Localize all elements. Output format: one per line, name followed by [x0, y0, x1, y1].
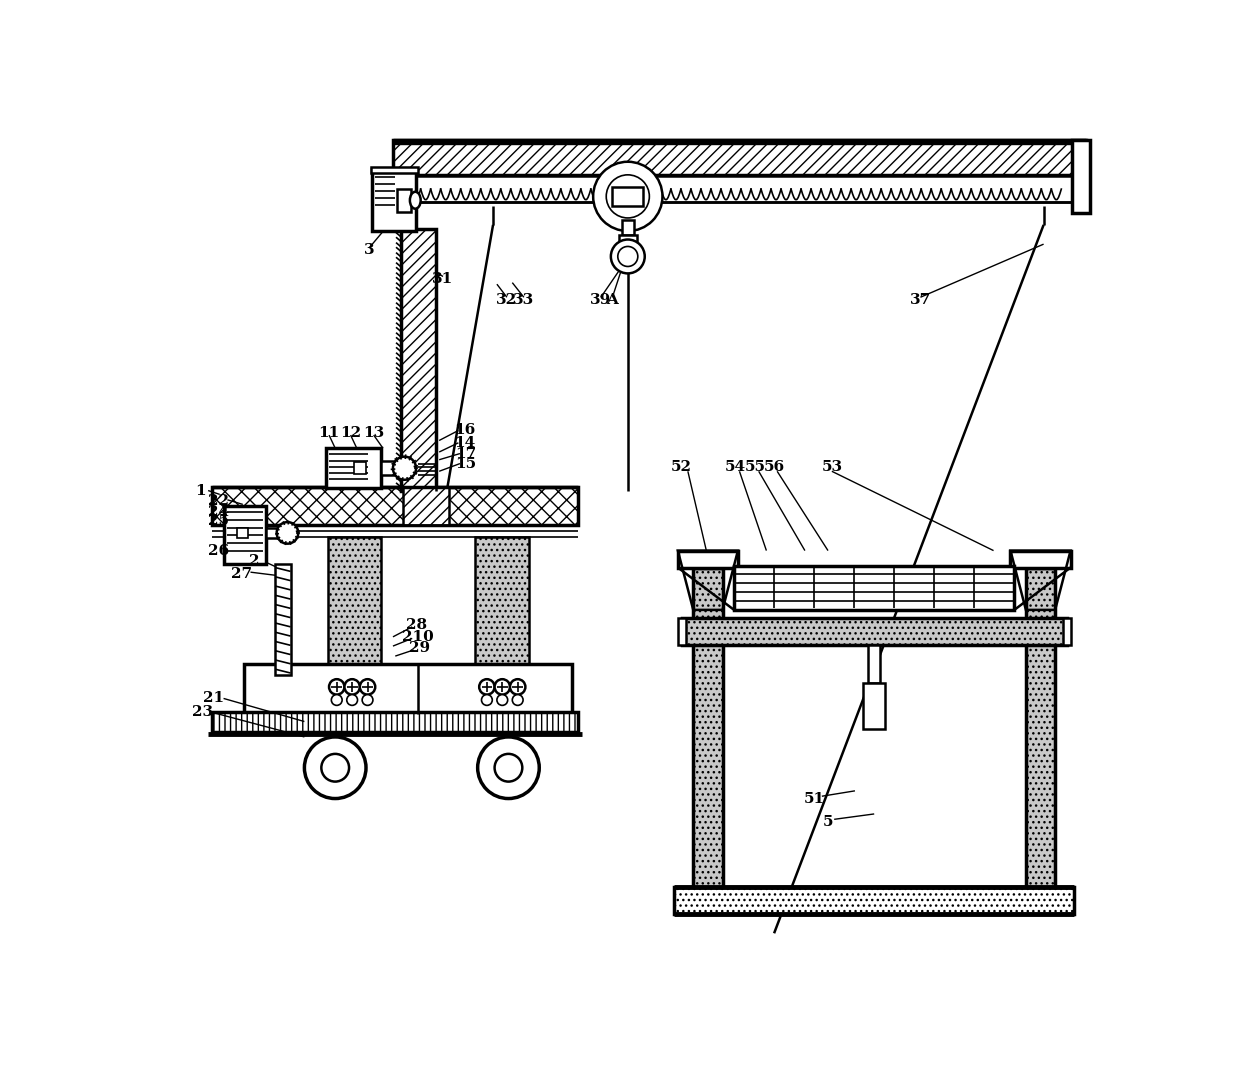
Text: 11: 11: [319, 426, 340, 440]
Circle shape: [510, 680, 526, 695]
Bar: [693, 567, 723, 910]
Bar: [613, 188, 644, 206]
Text: 53: 53: [821, 461, 842, 475]
Text: 29: 29: [409, 641, 430, 655]
Text: 51: 51: [804, 791, 825, 805]
Circle shape: [497, 695, 507, 705]
Bar: [212, 487, 578, 525]
Text: 13: 13: [363, 426, 384, 440]
Bar: [1025, 567, 1055, 910]
Circle shape: [593, 162, 662, 232]
Bar: [212, 712, 578, 731]
Circle shape: [329, 680, 345, 695]
Bar: [678, 551, 738, 567]
Bar: [403, 487, 449, 525]
Circle shape: [495, 754, 522, 781]
Text: 31: 31: [433, 272, 454, 286]
Bar: [682, 617, 1066, 644]
Text: 25: 25: [207, 515, 228, 528]
Text: 28: 28: [407, 619, 428, 632]
Bar: [393, 140, 1086, 175]
Text: 14: 14: [454, 436, 475, 450]
Bar: [1011, 551, 1070, 567]
Circle shape: [481, 695, 492, 705]
Bar: [371, 167, 418, 174]
Bar: [353, 462, 366, 475]
Text: 2: 2: [249, 554, 259, 568]
Text: 15: 15: [455, 457, 476, 471]
Bar: [393, 140, 1086, 144]
Bar: [275, 564, 290, 675]
Circle shape: [347, 695, 357, 705]
Text: 32: 32: [496, 293, 517, 307]
Bar: [675, 888, 1074, 914]
Text: 23: 23: [192, 705, 213, 719]
Bar: [397, 177, 1076, 202]
Text: A: A: [606, 293, 619, 307]
Bar: [265, 527, 278, 538]
Text: 56: 56: [764, 461, 785, 475]
Text: 12: 12: [340, 426, 361, 440]
Bar: [868, 644, 880, 683]
Bar: [1073, 140, 1090, 213]
Bar: [678, 617, 686, 644]
Bar: [237, 527, 248, 538]
Bar: [397, 189, 410, 212]
Text: 39: 39: [590, 293, 611, 307]
Circle shape: [611, 239, 645, 273]
Circle shape: [393, 457, 417, 480]
Circle shape: [304, 736, 366, 799]
Text: 26: 26: [207, 544, 228, 557]
Text: 54: 54: [725, 461, 746, 475]
Text: 22: 22: [207, 493, 228, 507]
Bar: [402, 228, 436, 491]
Circle shape: [362, 695, 373, 705]
Circle shape: [321, 754, 350, 781]
Text: 52: 52: [671, 461, 692, 475]
Ellipse shape: [410, 192, 420, 209]
Text: 24: 24: [207, 505, 228, 519]
Bar: [223, 506, 265, 564]
Bar: [244, 664, 572, 714]
Circle shape: [331, 695, 342, 705]
Text: 210: 210: [403, 630, 434, 644]
Bar: [475, 537, 529, 664]
Text: 33: 33: [513, 293, 534, 307]
Text: 16: 16: [454, 423, 475, 437]
Text: 5: 5: [823, 815, 833, 829]
Circle shape: [277, 522, 299, 544]
Text: 37: 37: [910, 293, 931, 307]
Bar: [621, 220, 634, 235]
Text: 21: 21: [203, 691, 224, 705]
Text: 55: 55: [744, 461, 765, 475]
Circle shape: [512, 695, 523, 705]
Text: 27: 27: [231, 567, 252, 581]
Bar: [734, 566, 1014, 610]
Text: 1: 1: [195, 483, 206, 497]
Bar: [382, 461, 396, 475]
Bar: [327, 537, 382, 664]
Text: 3: 3: [363, 243, 374, 257]
Bar: [863, 683, 885, 729]
Circle shape: [345, 680, 360, 695]
Circle shape: [618, 247, 637, 267]
Bar: [1063, 617, 1070, 644]
Circle shape: [360, 680, 376, 695]
Circle shape: [477, 736, 539, 799]
Bar: [619, 235, 637, 252]
Bar: [326, 448, 382, 488]
Text: 17: 17: [455, 447, 476, 461]
Bar: [372, 169, 417, 232]
Circle shape: [479, 680, 495, 695]
Circle shape: [606, 175, 650, 218]
Circle shape: [495, 680, 510, 695]
